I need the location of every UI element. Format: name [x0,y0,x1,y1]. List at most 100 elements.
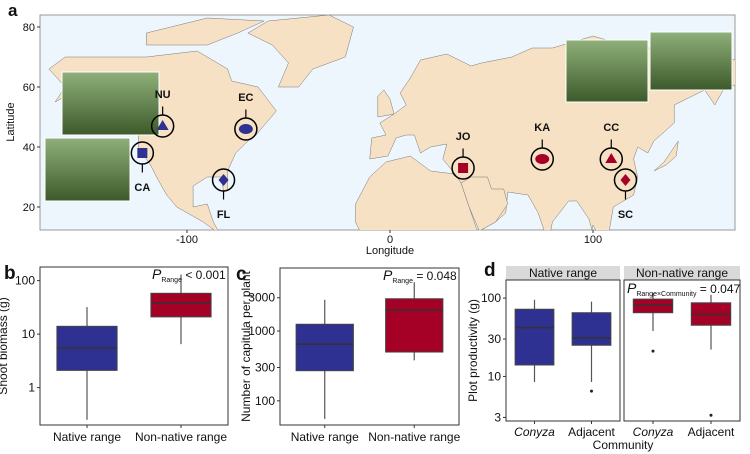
photo-nu [61,71,160,136]
box-native-range [295,299,354,419]
land-arctic-islands [146,17,265,46]
x-tick-label: Non-native range [368,430,460,444]
site-marker-cc [605,153,618,163]
y-tick-label: 1 [28,381,35,395]
x-tick-label: Conyza [514,425,555,439]
p-value: = 0.048 [413,269,457,283]
y-tick-label: 60 [23,82,35,94]
box [295,323,354,372]
site-circle [530,147,554,171]
land-arabia [460,176,509,230]
site-label-ca: CA [134,182,150,194]
box-adjacent [690,294,732,417]
y-tick-label: 100 [255,394,275,408]
panel-label-a: a [8,1,18,20]
p-value: < 0.001 [182,268,226,282]
site-circle [211,168,236,192]
photo-china [649,31,733,91]
site-marker-jo [458,163,469,173]
site-label-nu: NU [155,89,171,101]
box [514,308,555,366]
y-tick-label: 40 [23,142,35,154]
site-label-jo: JO [456,131,471,143]
site-label-ec: EC [238,92,253,104]
x-tick-label: Conyza [633,425,674,439]
land-uk [377,89,395,118]
y-tick-label: 1000 [248,324,275,338]
y-tick-label: 30 [488,332,502,346]
outlier-point [709,413,713,417]
box-non-native-range [150,274,212,345]
p-value-annotation: PRange×Community = 0.047 [627,280,741,298]
panel-label-c: c [236,264,247,285]
site-label-ka: KA [534,122,550,134]
p-symbol: P [383,267,393,283]
box-non-native-range [385,282,444,361]
y-tick-label: 100 [481,291,501,305]
y-tick-label: 10 [22,327,36,341]
x-axis-label: Longitude [366,245,414,257]
site-label-cc: CC [603,122,619,134]
site-circle [150,114,175,138]
site-circle [451,156,475,180]
panel-label-d: d [484,260,496,281]
p-value-annotation: PRange = 0.048 [383,267,457,285]
outlier-point [590,389,593,393]
box [632,298,674,314]
x-tick-label: 0 [387,234,393,246]
y-tick-label: 100 [15,274,35,288]
site-label-fl: FL [217,209,231,221]
site-marker-ka [535,154,550,164]
y-axis-label: Plot productivity (g) [466,299,480,402]
land-greenland [247,15,354,88]
y-tick-label: 20 [23,202,35,214]
site-marker-ca [137,148,148,158]
x-tick-label: Native range [291,430,359,444]
box [150,292,212,318]
site-marker-ec [238,124,253,134]
site-circle [613,168,638,192]
panel-label-b: b [4,263,16,284]
site-circle [599,147,624,171]
x-axis-label: Community [593,438,654,452]
site-label-sc: SC [618,209,633,221]
land-japan [653,140,679,172]
x-tick-label: Adjacent [688,425,735,439]
box-conyza [632,293,674,353]
outlier-point [651,349,655,353]
x-tick-label: Non-native range [135,430,227,444]
y-axis-label: Number of capitula per plant [239,270,253,421]
box-native-range [56,307,118,420]
box-adjacent [571,301,612,393]
photo-ca [44,137,131,202]
p-subscript: Range [392,278,413,285]
site-marker-nu [156,120,169,130]
facet-strip [506,266,620,280]
y-tick-label: 3 [494,410,501,424]
p-value: = 0.047 [696,282,740,296]
x-tick-label: Native range [53,430,121,444]
box [571,312,612,346]
y-axis-label: Latitude [5,102,17,141]
x-tick-label: -100 [176,234,198,246]
facet-title: Non-native range [636,266,728,280]
x-tick-label: 100 [584,234,602,246]
land-africa [355,155,478,230]
p-subscript: Range×Community [636,291,697,298]
y-tick-label: 300 [255,361,275,375]
site-marker-fl [218,174,229,186]
y-tick-label: 80 [23,22,35,34]
facet-strip [624,266,740,280]
p-subscript: Range [161,277,182,284]
facet-title: Native range [529,266,597,280]
p-symbol: P [152,266,162,282]
y-tick-label: 3000 [248,291,275,305]
y-axis-label: Shoot biomass (g) [0,297,10,394]
site-circle [130,141,155,165]
p-value-annotation: PRange < 0.001 [152,266,226,284]
box [385,298,444,353]
y-tick-label: 10 [488,369,502,383]
x-tick-label: Adjacent [568,425,615,439]
site-circle [234,117,258,141]
